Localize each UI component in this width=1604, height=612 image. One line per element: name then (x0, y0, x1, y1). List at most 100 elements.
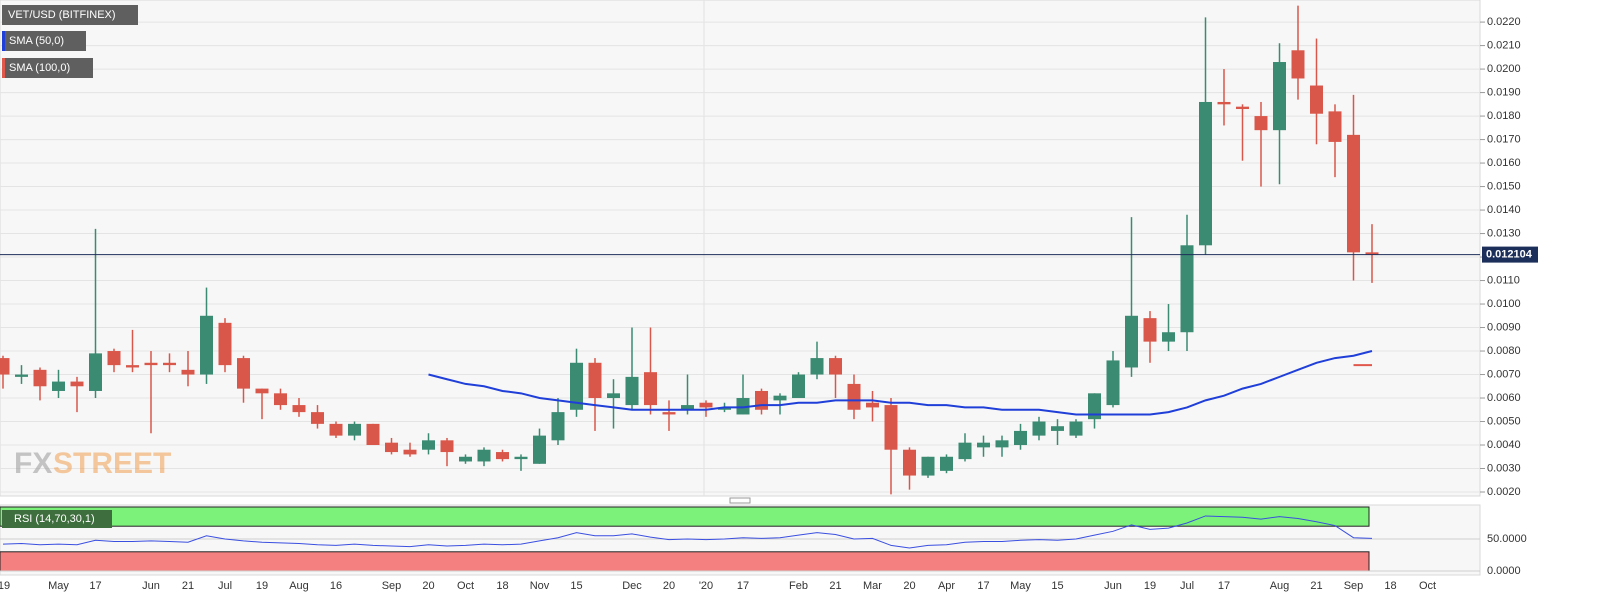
y-tick-label: 0.0220 (1487, 16, 1521, 28)
candle-body (477, 449, 491, 462)
candle-body (163, 362, 176, 366)
candle-body (33, 369, 47, 387)
candle-body (644, 372, 657, 406)
candle-body (274, 393, 287, 406)
y-tick-label: 0.0050 (1487, 415, 1521, 427)
candle-body (1347, 134, 1360, 253)
x-tick-label: 21 (1310, 580, 1322, 592)
candle-body (1162, 332, 1175, 342)
candle-body (588, 362, 602, 399)
candle-body (52, 381, 65, 391)
y-tick-label: 0.0080 (1487, 345, 1521, 357)
candle-body (903, 449, 916, 476)
candle-body (107, 351, 121, 366)
candle-body (1014, 430, 1027, 446)
watermark-street: STREET (53, 447, 171, 480)
candle-body (70, 381, 84, 387)
x-tick-label: 19 (1144, 580, 1156, 592)
x-tick-label: 20 (663, 580, 675, 592)
candle-body (385, 442, 398, 453)
rsi-tick-label: 50.0000 (1487, 533, 1527, 545)
candle-body (1236, 106, 1249, 110)
y-tick-label: 0.0020 (1487, 486, 1521, 498)
candle-body (1199, 101, 1212, 246)
candle-body (681, 405, 694, 410)
candle-body (1106, 360, 1120, 406)
x-tick-label: Nov (530, 580, 550, 592)
candle-body (625, 376, 639, 406)
y-tick-label: 0.0130 (1487, 227, 1521, 239)
x-tick-label: Sep (382, 580, 402, 592)
rsi-legend-label: RSI (14,70,30,1) (14, 513, 95, 525)
legend-label: SMA (50,0) (9, 35, 64, 47)
candle-body (995, 440, 1009, 448)
x-tick-label: Sep (1344, 580, 1364, 592)
candle-body (1032, 421, 1046, 436)
rsi-line (2, 515, 1373, 549)
candle-body (977, 442, 990, 448)
panel-resize-handle[interactable] (729, 497, 751, 504)
legend-title: VET/USD (BITFINEX) (8, 9, 116, 21)
candle-body (89, 353, 102, 391)
x-tick-label: Jun (142, 580, 160, 592)
candle-body (0, 358, 10, 375)
y-tick-label: 0.0040 (1487, 439, 1521, 451)
oversold-band (0, 551, 1370, 572)
candle-body (1051, 426, 1064, 431)
candle-body (755, 390, 768, 410)
candle-body (662, 412, 676, 415)
candle-body (1217, 101, 1231, 105)
y-tick-label: 0.0100 (1487, 298, 1521, 310)
legend-swatch (2, 58, 5, 78)
candle-body (810, 358, 824, 375)
x-tick-label: Dec (622, 580, 642, 592)
candle-body (940, 456, 953, 471)
x-tick-label: May (48, 580, 69, 592)
y-tick-label: 0.0090 (1487, 321, 1521, 333)
candle-body (607, 393, 620, 399)
legend-box (2, 5, 138, 25)
legend-label: SMA (100,0) (9, 62, 70, 74)
candle-body (15, 374, 28, 377)
rsi-tick-label: 0.0000 (1487, 565, 1521, 577)
candle-body (1125, 315, 1138, 368)
candle-body (921, 456, 935, 476)
watermark: FX STREET (14, 447, 171, 480)
x-tick-label: Jul (218, 580, 232, 592)
x-tick-label: Jun (1104, 580, 1122, 592)
candle-body (292, 405, 306, 413)
y-tick-label: 0.0200 (1487, 63, 1521, 75)
legend-entry-box (2, 31, 86, 51)
candle-body (218, 322, 232, 366)
candle-body (736, 398, 750, 415)
y-tick-label: 0.0160 (1487, 157, 1521, 169)
x-tick-label: Aug (289, 580, 309, 592)
x-tick-label: May (1010, 580, 1031, 592)
candle-body (1291, 50, 1305, 79)
candle-body (255, 388, 269, 394)
candle-body (551, 412, 565, 441)
candle-body (699, 402, 713, 408)
candle-body (237, 358, 250, 389)
y-tick-label: 0.0150 (1487, 180, 1521, 192)
overbought-band (0, 506, 1370, 527)
x-tick-label: Mar (863, 580, 882, 592)
candle-body (958, 442, 972, 460)
candle-body (440, 440, 454, 453)
candle-body (181, 369, 195, 375)
candle-body (792, 374, 805, 399)
candle-body (847, 383, 861, 410)
y-tick-label: 0.0190 (1487, 86, 1521, 98)
last-price-label: 0.012104 (1486, 249, 1533, 261)
candle-body (496, 452, 509, 460)
x-tick-label: 20 (422, 580, 434, 592)
candle-body (1328, 111, 1342, 142)
candle-body (1088, 393, 1101, 420)
y-tick-label: 0.0110 (1487, 274, 1520, 286)
candle-body (1069, 421, 1083, 436)
candle-body (829, 358, 842, 375)
candle-body (366, 423, 380, 446)
rsi-legend-box (2, 510, 112, 528)
